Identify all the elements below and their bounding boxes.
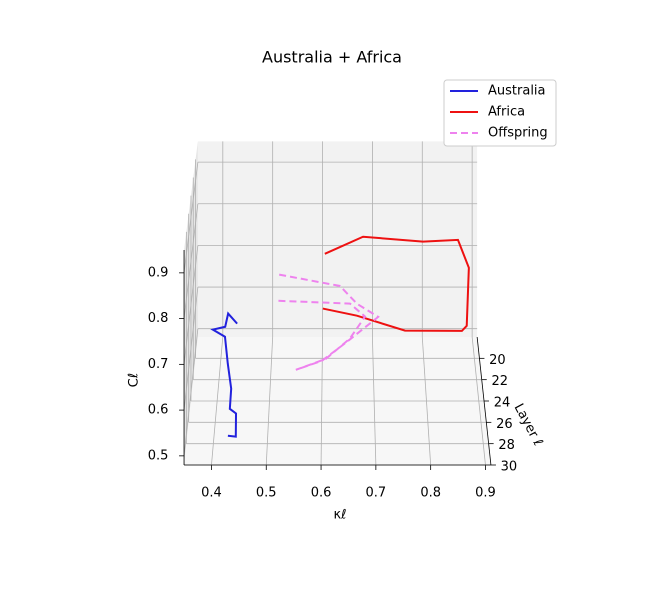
legend-frame: [443, 79, 557, 147]
z-tick-label: 0.5: [148, 448, 169, 463]
x-tick-label: 0.9: [475, 486, 496, 501]
z-tick-label: 0.6: [148, 403, 169, 418]
grid-line: [183, 286, 199, 411]
grid-line: [183, 203, 199, 319]
y-tick-label: 22: [491, 374, 508, 389]
x-tick-label: 0.8: [420, 486, 441, 501]
z-axis-label: Cℓ: [126, 373, 141, 388]
legend-label: Africa: [488, 105, 525, 120]
y-tick-label: 30: [501, 460, 518, 475]
y-tick-label: 26: [496, 417, 513, 432]
x-tick-label: 0.5: [256, 486, 277, 501]
back-pane: [197, 141, 478, 337]
x-tick-label: 0.7: [366, 486, 387, 501]
x-tick-label: 0.4: [201, 486, 222, 501]
y-tick-label: 28: [498, 438, 515, 453]
x-axis-label: κℓ: [333, 508, 346, 523]
series-line: [210, 311, 238, 438]
z-tick-label: 0.9: [148, 265, 169, 280]
y-axis-label: Layer ℓ: [511, 401, 546, 448]
series-line: [277, 273, 380, 371]
z-tick-label: 0.8: [148, 311, 169, 326]
series-line: [322, 235, 470, 332]
x-tick-label: 0.6: [311, 486, 332, 501]
y-tick-label: 24: [494, 396, 511, 411]
grid-line: [183, 328, 199, 456]
grid-line: [183, 245, 199, 365]
grid-line: [183, 162, 199, 273]
y-tick-label: 20: [489, 353, 506, 368]
legend-label: Offspring: [488, 126, 548, 141]
legend-label: Australia: [488, 84, 546, 99]
legend: Australia Africa Offspring: [443, 79, 557, 147]
chart-title: Australia + Africa: [262, 48, 402, 67]
z-tick-label: 0.7: [148, 357, 169, 372]
y-axis-line: [476, 336, 492, 466]
